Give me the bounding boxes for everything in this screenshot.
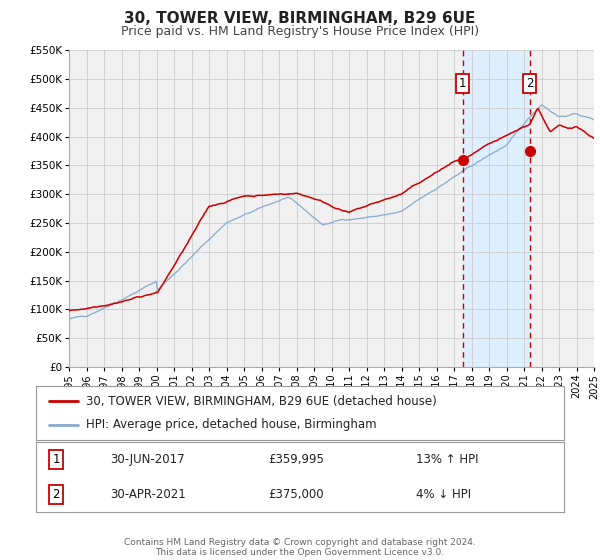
Text: 1: 1 (52, 454, 60, 466)
Text: 2: 2 (52, 488, 60, 501)
Text: 30-JUN-2017: 30-JUN-2017 (110, 454, 185, 466)
Text: 4% ↓ HPI: 4% ↓ HPI (416, 488, 471, 501)
Text: 30, TOWER VIEW, BIRMINGHAM, B29 6UE: 30, TOWER VIEW, BIRMINGHAM, B29 6UE (124, 11, 476, 26)
Text: HPI: Average price, detached house, Birmingham: HPI: Average price, detached house, Birm… (86, 418, 377, 431)
Text: £359,995: £359,995 (268, 454, 324, 466)
Text: Contains HM Land Registry data © Crown copyright and database right 2024.
This d: Contains HM Land Registry data © Crown c… (124, 538, 476, 557)
Bar (463, 50, 530, 367)
Text: 2: 2 (526, 77, 533, 90)
Text: £375,000: £375,000 (268, 488, 324, 501)
Text: 13% ↑ HPI: 13% ↑ HPI (416, 454, 479, 466)
Text: 1: 1 (459, 77, 467, 90)
Text: Price paid vs. HM Land Registry's House Price Index (HPI): Price paid vs. HM Land Registry's House … (121, 25, 479, 38)
Text: 30-APR-2021: 30-APR-2021 (110, 488, 185, 501)
Text: 30, TOWER VIEW, BIRMINGHAM, B29 6UE (detached house): 30, TOWER VIEW, BIRMINGHAM, B29 6UE (det… (86, 395, 437, 408)
